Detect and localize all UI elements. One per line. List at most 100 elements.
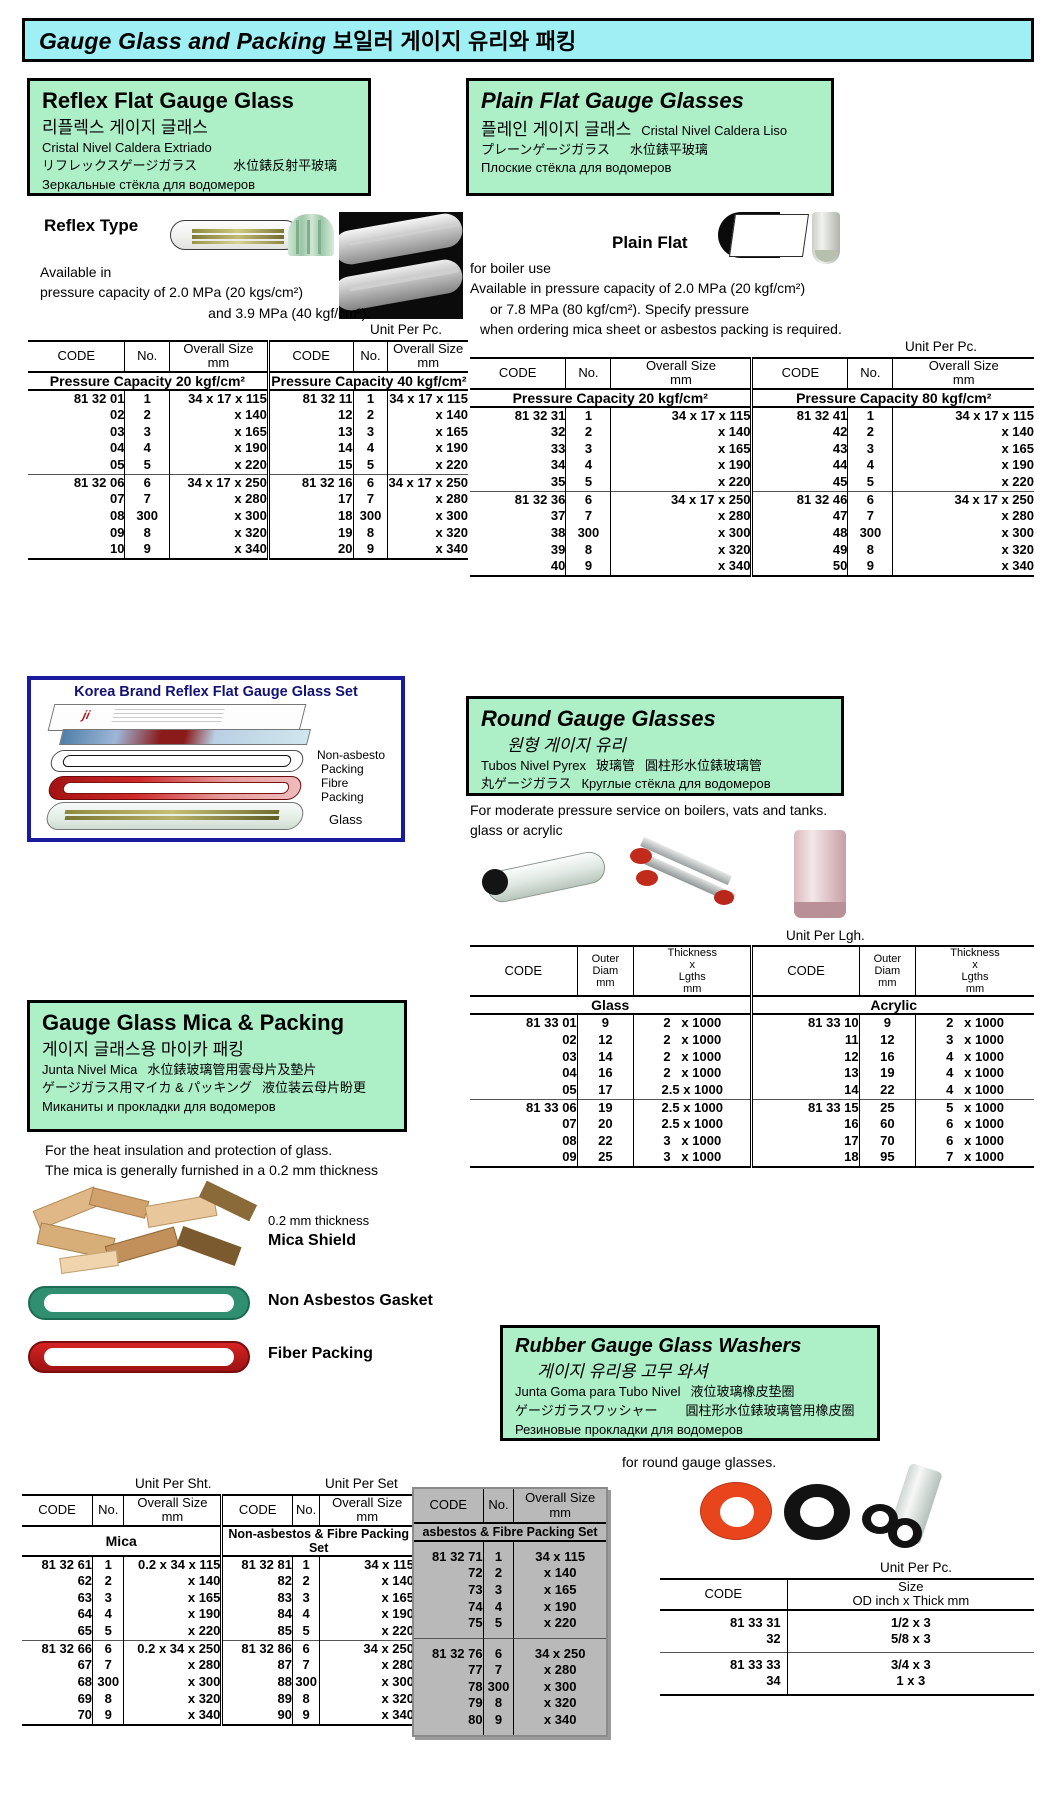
reflex-th-size-right: Overall Size mm	[387, 341, 468, 372]
bt-mica-sizes-g2: 0.2 x 34 x 250 x 280 x 300 x 320 x 340	[123, 1640, 222, 1725]
page-title-banner: Gauge Glass and Packing 보일러 게이지 유리와 패킹	[22, 18, 1034, 62]
rubber-codes-g1: 81 33 31 32	[730, 1614, 781, 1647]
asb-sizes-g2: 34 x 250 x 280 x 300 x 320 x 340	[513, 1638, 606, 1735]
korea-carton-illustration: ji	[47, 704, 311, 748]
rubber-sub-cn2: 圓柱形水位錶玻璃管用橡皮圈	[685, 1402, 855, 1418]
reflex-note-line3: and 3.9 MPa (40 kgf/cm²).	[208, 304, 370, 321]
round-th-thick-left-3: Lgths	[678, 971, 706, 984]
plain-codes-g2-right: 81 32 46 47 48 49 50	[750, 491, 848, 576]
plain-sizes-g1-right: 34 x 17 x 115 x 140 x 165 x 190 x 220	[892, 406, 1034, 492]
plain-th-size-right-unit: mm	[952, 372, 975, 388]
reflex-th-no-left: No.	[124, 341, 170, 372]
reflex-th-size-right-text: Overall Size	[393, 341, 464, 356]
korea-brand-title: Korea Brand Reflex Flat Gauge Glass Set	[74, 684, 358, 700]
reflex-th-no-right: No.	[352, 341, 388, 372]
plain-th-code-left: CODE	[498, 365, 537, 381]
plain-codes-g1-left: 81 32 31 32 33 34 35	[514, 407, 566, 490]
korea-label-packing2: Packing	[321, 790, 364, 804]
rubber-unit-label: Unit Per Pc.	[880, 1560, 953, 1575]
bt-th-no-mica: No.	[92, 1495, 124, 1526]
rubber-th-size-unit: OD inch x Thick mm	[852, 1593, 970, 1609]
rubber-th-size: Size OD inch x Thick mm	[786, 1579, 1034, 1610]
plain-th-size-left-unit: mm	[670, 372, 692, 388]
round-codes-g2-right: 81 33 15 16 17 18	[750, 1099, 860, 1167]
reflex-type-label: Reflex Type	[44, 216, 139, 235]
rubber-washer-black	[784, 1484, 850, 1540]
mica-note-line2: The mica is generally furnished in a 0.2…	[45, 1162, 379, 1179]
rubber-codes-g2: 81 33 33 34	[730, 1656, 781, 1689]
reflex-sizes-g2-left: 34 x 17 x 250 x 280 x 300 x 320 x 340	[168, 474, 269, 559]
mica-heading-kr: 게이지 글래스용 마이카 패킹	[42, 1039, 244, 1059]
plain-flat-illustration	[718, 212, 810, 264]
round-note-line2: glass or acrylic	[470, 822, 563, 839]
plain-note-line3: when ordering mica sheet or asbestos pac…	[480, 320, 842, 337]
plain-note-line1: Available in pressure capacity of 2.0 MP…	[470, 280, 806, 297]
plain-th-size-left: Overall Size mm	[610, 358, 752, 389]
round-th-thick-left-4: mm	[683, 983, 702, 996]
round-diams-g1-right: 9 12 16 19 22	[858, 1014, 916, 1099]
round-codes-g2-left: 81 33 06 07 08 09	[526, 1099, 577, 1165]
round-codes-g1-right: 81 33 10 11 12 13 14	[750, 1014, 860, 1099]
round-valve-photo	[616, 830, 756, 930]
reflex-heading-kr: 리플렉스 게이지 글래스	[42, 117, 208, 137]
round-note-line1: For moderate pressure service on boilers…	[470, 802, 828, 818]
bt-th-size-na-text: Overall Size	[332, 1495, 403, 1510]
round-section-glass: Glass	[591, 997, 630, 1014]
round-th-thick-left: Thickness x Lgths mm	[633, 946, 752, 997]
round-th-diam-right-1: Outer	[873, 953, 902, 966]
mica-sub-cn1: 水位錶玻璃管用雲母片及墊片	[147, 1061, 317, 1077]
round-sub-jp: 丸ゲージガラス	[481, 776, 572, 792]
plain-codes-g1-right: 81 32 41 42 43 44 45	[750, 406, 848, 492]
bt-na-sizes-g1: 34 x 115 x 140 x 165 x 190 x 220	[319, 1555, 414, 1641]
plain-table: CODE No. Overall Size mm CODE No. Overal…	[470, 357, 1034, 577]
fiber-packing-caption: Fiber Packing	[268, 1345, 373, 1362]
round-th-diam-right: Outer Diam mm	[858, 946, 916, 997]
plain-nos-g2-left: 6 7 300 8 9	[565, 491, 611, 576]
reflex-heading-box: Reflex Flat Gauge Glass 리플렉스 게이지 글래스 Cri…	[27, 78, 371, 196]
rubber-th-code: CODE	[704, 1586, 743, 1602]
plain-th-code-right: CODE	[750, 358, 848, 389]
plain-heading-box: Plain Flat Gauge Glasses 플레인 게이지 글래스 Cri…	[466, 78, 834, 196]
bt-section-mica: Mica	[105, 1532, 137, 1549]
reflex-section-illustration	[288, 214, 334, 256]
round-lgths-g1-right: 2 x 1000 3 x 1000 4 x 1000 4 x 1000 4 x 1000	[915, 1014, 1034, 1099]
asb-th-size-text: Overall Size	[525, 1490, 596, 1506]
round-th-thick-right: Thickness x Lgths mm	[915, 946, 1034, 997]
unit-per-set-label: Unit Per Set	[325, 1476, 398, 1491]
round-lgths-g2-right: 5 x 1000 6 x 1000 6 x 1000 7 x 1000	[915, 1099, 1034, 1167]
rubber-th-size-text: Size	[898, 1579, 924, 1594]
round-diams-g2-left: 19 20 22 25	[576, 1099, 634, 1167]
bt-section-nonasbestos: Non-asbestos & Fibre Packing Set	[220, 1525, 414, 1556]
bt-na-codes-g1: 81 32 81 82 83 84 85	[220, 1555, 293, 1641]
round-section-acrylic: Acrylic	[750, 996, 1034, 1015]
round-th-diam-left: Outer Diam mm	[576, 946, 634, 997]
page-title-kr: 보일러 게이지 유리와 패킹	[332, 29, 577, 54]
page-title: Gauge Glass and Packing 보일러 게이지 유리와 패킹	[25, 24, 576, 56]
rubber-sizes-g1: 1/2 x 3 5/8 x 3	[786, 1609, 1034, 1653]
round-th-thick-right-1: Thickness	[950, 947, 1000, 959]
korea-label-glass: Glass	[329, 812, 363, 827]
mica-shield-illustration	[28, 1180, 258, 1280]
plain-unit-label: Unit Per Pc.	[905, 339, 978, 354]
round-diams-g1-left: 9 12 14 16 17	[576, 1014, 634, 1099]
bt-na-sizes-g2: 34 x 250 x 280 x 300 x 320 x 340	[319, 1640, 414, 1725]
korea-label-nonasbesto: Non-asbesto	[317, 748, 386, 762]
bt-mica-codes-g1: 81 32 61 62 63 64 65	[41, 1556, 93, 1639]
reflex-unit-label: Unit Per Pc.	[370, 322, 443, 337]
asb-codes-g1: 81 32 71 72 73 74 75	[414, 1541, 484, 1639]
rubber-heading-kr: 게이지 유리용 고무 와셔	[537, 1362, 708, 1381]
reflex-sizes-g2-right: 34 x 17 x 250 x 280 x 300 x 320 x 340	[387, 474, 468, 559]
round-sub-cn2: 圓柱形水位錶玻璃管	[645, 757, 763, 773]
bt-th-size-mica-unit: mm	[161, 1509, 184, 1525]
plain-th-size-right: Overall Size mm	[892, 358, 1034, 389]
plain-section-80: Pressure Capacity 80 kgf/cm²	[750, 388, 1034, 407]
plain-sub-es: Cristal Nivel Caldera Liso	[641, 122, 788, 138]
nonasbestos-gasket-illustration	[28, 1280, 256, 1326]
round-th-diam-right-2: Diam	[874, 965, 901, 978]
reflex-sub-ru: Зеркальные стёкла для водомеров	[42, 177, 256, 193]
reflex-sizes-g1-right: 34 x 17 x 115 x 140 x 165 x 190 x 220	[387, 389, 468, 475]
reflex-th-size-left-text: Overall Size	[183, 341, 254, 356]
